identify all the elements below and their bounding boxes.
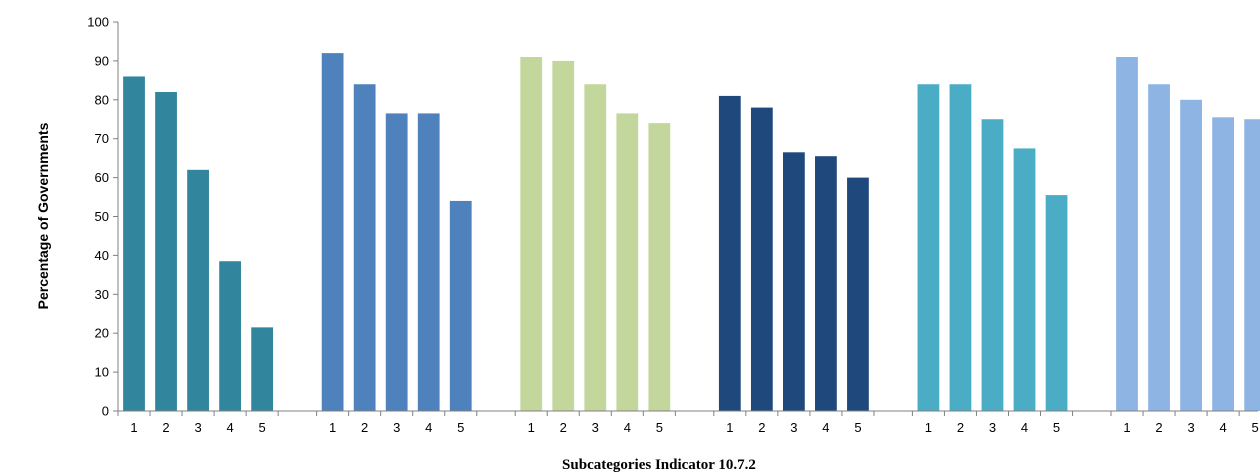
x-tick-label: 3 — [989, 420, 996, 435]
bar-group-3-sub-4 — [616, 113, 639, 412]
x-tick-label: 2 — [957, 420, 964, 435]
bar-group-5-sub-1 — [917, 84, 940, 412]
x-tick-label: 4 — [1219, 420, 1226, 435]
x-tick-label: 3 — [790, 420, 797, 435]
x-tick-label: 4 — [425, 420, 432, 435]
bar-group-5-sub-5 — [1045, 195, 1068, 411]
bar-group-1-sub-2 — [155, 92, 177, 412]
bar-group-4-sub-1 — [718, 95, 741, 411]
bar-group-4-sub-3 — [782, 152, 805, 411]
bar-group-5-sub-2 — [949, 84, 972, 412]
bars-layer — [123, 53, 1260, 412]
y-tick-label: 100 — [87, 15, 109, 30]
bar-group-4-sub-2 — [750, 107, 773, 411]
x-tick-label: 4 — [1021, 420, 1028, 435]
x-tick-label: 4 — [624, 420, 631, 435]
y-tick-label: 30 — [95, 287, 109, 302]
y-tick-label: 60 — [95, 170, 109, 185]
y-tick-label: 40 — [95, 248, 109, 263]
y-tick-label: 50 — [95, 209, 109, 224]
x-tick-label: 3 — [393, 420, 400, 435]
x-tick-label: 5 — [854, 420, 861, 435]
bar-group-3-sub-1 — [520, 57, 543, 411]
bar-group-2-sub-3 — [385, 113, 408, 412]
x-tick-label: 3 — [1187, 420, 1194, 435]
bar-group-3-sub-5 — [648, 123, 671, 411]
bar-group-1-sub-4 — [219, 261, 241, 411]
bar-group-6-sub-3 — [1180, 99, 1202, 412]
x-tick-label: 5 — [457, 420, 464, 435]
bar-group-1-sub-3 — [187, 169, 209, 411]
x-tick-label: 5 — [1252, 420, 1259, 435]
bar-group-6-sub-5 — [1244, 119, 1260, 411]
x-tick-label: 1 — [1123, 420, 1130, 435]
x-tick-label: 4 — [822, 420, 829, 435]
x-tick-label: 2 — [560, 420, 567, 435]
x-tick-label: 2 — [1155, 420, 1162, 435]
y-tick-label: 90 — [95, 53, 109, 68]
x-tick-label: 3 — [194, 420, 201, 435]
y-tick-label: 10 — [95, 365, 109, 380]
bar-group-1-sub-1 — [123, 76, 145, 412]
bar-group-2-sub-2 — [353, 84, 376, 412]
y-tick-label: 20 — [95, 326, 109, 341]
x-tick-label: 4 — [226, 420, 233, 435]
x-tick-label: 2 — [758, 420, 765, 435]
y-tick-label: 80 — [95, 92, 109, 107]
x-tick-label: 1 — [528, 420, 535, 435]
y-tick-label: 0 — [102, 404, 109, 419]
x-tick-label: 2 — [162, 420, 169, 435]
x-tick-label: 5 — [1053, 420, 1060, 435]
bar-group-2-sub-1 — [321, 53, 344, 412]
x-tick-label: 3 — [592, 420, 599, 435]
bar-group-5-sub-4 — [1013, 148, 1036, 412]
bar-group-4-sub-5 — [847, 177, 869, 411]
y-tick-label: 70 — [95, 131, 109, 146]
x-axis-title: Subcategories Indicator 10.7.2 — [562, 457, 756, 473]
x-tick-label: 5 — [259, 420, 266, 435]
axes-layer — [117, 22, 1258, 412]
bar-group-3-sub-2 — [552, 60, 575, 412]
x-tick-label: 1 — [726, 420, 733, 435]
bar-group-6-sub-4 — [1212, 117, 1234, 411]
bar-group-1-sub-5 — [251, 327, 274, 411]
x-tick-label: 1 — [130, 420, 137, 435]
y-axis-title: Percentage of Governments — [35, 122, 51, 309]
bar-group-6-sub-2 — [1148, 84, 1170, 412]
x-tick-label: 2 — [361, 420, 368, 435]
bar-group-6-sub-1 — [1116, 57, 1138, 411]
x-tick-label: 5 — [656, 420, 663, 435]
bar-group-5-sub-3 — [981, 119, 1004, 411]
bar-group-3-sub-3 — [584, 84, 607, 412]
x-tick-label: 1 — [925, 420, 932, 435]
bar-group-2-sub-5 — [449, 200, 472, 411]
x-tick-label: 1 — [329, 420, 336, 435]
bar-group-2-sub-4 — [417, 113, 440, 412]
bar-group-4-sub-4 — [815, 156, 837, 411]
ticks-layer: 0 10 20 30 40 50 60 70 80 90 100 1 2 3 4 5 1 2 3 4 5 1 2 3 4 5 1 2 3… — [87, 15, 1258, 436]
